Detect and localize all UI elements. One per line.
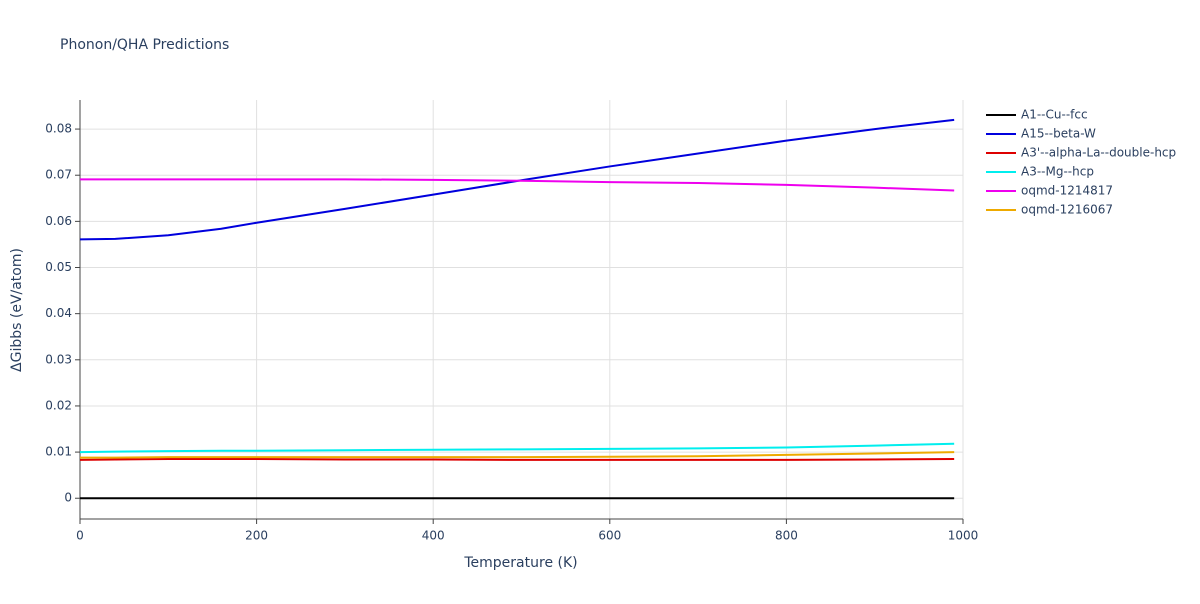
series-line [80, 178, 955, 192]
legend-label: A3'--alpha-La--double-hcp [1021, 146, 1176, 160]
legend-label: oqmd-1216067 [1021, 203, 1113, 217]
x-tick-label: 200 [245, 529, 268, 543]
legend-label: A1--Cu--fcc [1021, 108, 1088, 122]
x-tick-label: 600 [598, 529, 621, 543]
legend-label: A15--beta-W [1021, 127, 1096, 141]
x-axis-label: Temperature (K) [463, 555, 577, 571]
y-tick-label: 0.02 [45, 398, 72, 412]
x-tick-label: 800 [775, 529, 798, 543]
series-line [79, 442, 955, 454]
x-tick-label: 1000 [948, 529, 979, 543]
y-tick-label: 0.04 [45, 306, 72, 320]
legend-label: A3--Mg--hcp [1021, 165, 1094, 179]
legend-label: oqmd-1214817 [1021, 184, 1113, 198]
y-tick-label: 0.08 [45, 122, 72, 136]
series-line [79, 458, 955, 461]
y-tick-label: 0.05 [45, 260, 72, 274]
y-tick-label: 0.03 [45, 352, 72, 366]
y-axis-label: ΔGibbs (eV/atom) [9, 248, 25, 372]
y-tick-label: 0.07 [45, 168, 72, 182]
x-tick-label: 0 [76, 529, 84, 543]
series-line [79, 118, 955, 241]
y-tick-label: 0 [64, 491, 72, 505]
chart-title: Phonon/QHA Predictions [60, 37, 229, 53]
y-tick-label: 0.01 [45, 445, 72, 459]
y-tick-label: 0.06 [45, 214, 72, 228]
x-tick-label: 400 [422, 529, 445, 543]
series-line [80, 451, 955, 459]
